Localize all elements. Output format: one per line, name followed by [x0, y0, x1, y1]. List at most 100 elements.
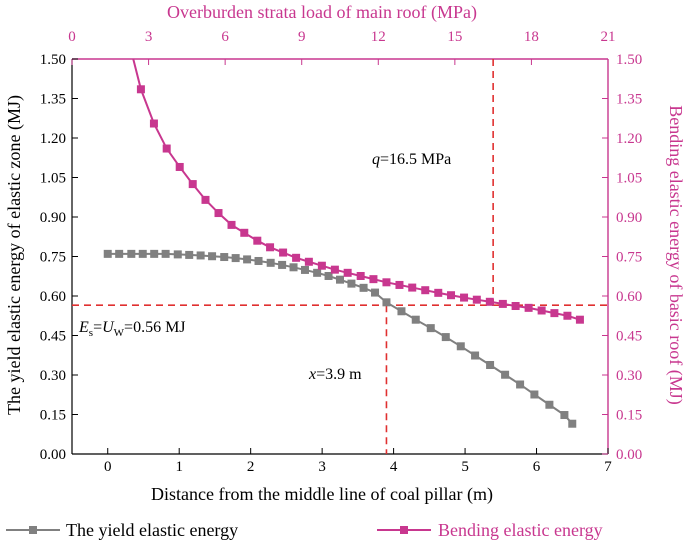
bending-point — [227, 220, 236, 229]
bending-point — [317, 261, 326, 270]
yield-point — [185, 250, 194, 259]
yield-point — [243, 255, 252, 264]
annotation-x-symbol: x — [308, 366, 316, 383]
legend-yield-marker — [29, 526, 37, 534]
yield-point — [441, 333, 450, 342]
bending-point — [550, 309, 559, 318]
y2-tick-label: 0.75 — [616, 250, 642, 266]
bending-point — [162, 144, 171, 153]
x2-tick-label: 0 — [68, 29, 76, 45]
yield-point — [486, 360, 495, 369]
bending-point — [460, 293, 469, 302]
bending-point — [537, 306, 546, 315]
bending-point — [395, 280, 404, 289]
yield-point — [161, 249, 170, 258]
bending-point — [240, 228, 249, 237]
x2-tick-label: 6 — [221, 29, 229, 45]
yield-point — [138, 249, 147, 258]
bending-point — [408, 283, 417, 292]
bending-point — [292, 253, 301, 262]
y2-tick-label: 0.00 — [616, 447, 642, 463]
bending-point — [214, 209, 223, 218]
annotation-q-value: =16.5 MPa — [380, 151, 451, 168]
legend-bending-marker — [400, 526, 408, 534]
y2-tick-label: 0.15 — [616, 408, 642, 424]
y-axis-title: The yield elastic energy of elastic zone… — [4, 95, 25, 415]
axis-ticks: 0 1 2 3 4 5 6 70 3 6 9 12 15 18 210.00 0.000.15 0.150.30… — [40, 29, 643, 475]
annotation-energy-value: =0.56 MJ — [124, 319, 185, 336]
annotation-es-symbol: E — [78, 319, 89, 336]
x2-tick-label: 9 — [298, 29, 306, 45]
yield-point — [173, 250, 182, 259]
annotation-uw-symbol: U — [102, 319, 115, 336]
yield-point — [560, 411, 569, 420]
yield-point — [127, 249, 136, 258]
bending-point — [575, 315, 584, 324]
y2-tick-label: 1.35 — [616, 92, 642, 108]
y2-tick-label: 1.05 — [616, 171, 642, 187]
yield-point — [266, 258, 275, 267]
yield-point — [568, 419, 577, 428]
bending-point — [253, 236, 262, 245]
y2-tick-label: 0.90 — [616, 210, 642, 226]
x2-tick-label: 12 — [371, 29, 386, 45]
annotation-q-label: q=16.5 MPa — [372, 151, 451, 168]
bending-point — [421, 286, 430, 295]
bending-point — [472, 295, 481, 304]
bending-point — [498, 299, 507, 308]
bending-point — [279, 248, 288, 257]
yield-point — [254, 256, 263, 265]
bending-point — [447, 291, 456, 300]
x-tick-label: 2 — [247, 459, 255, 475]
bending-point — [356, 271, 365, 280]
yield-point — [313, 268, 322, 277]
annotation-es-subscript: s — [89, 327, 93, 339]
bending-point — [136, 85, 145, 94]
yield-point — [359, 283, 368, 292]
series-layer — [103, 58, 584, 428]
yield-point — [411, 315, 420, 324]
x-tick-label: 4 — [390, 459, 398, 475]
annotation-x-label: x=3.9 m — [308, 366, 362, 383]
yield-point — [516, 380, 525, 389]
bending-point — [524, 303, 533, 312]
yield-point — [300, 265, 309, 274]
yield-point — [150, 249, 159, 258]
y2-tick-label: 0.30 — [616, 368, 642, 384]
yield-point — [115, 249, 124, 258]
x-tick-label: 7 — [604, 459, 612, 475]
x-tick-label: 5 — [461, 459, 469, 475]
x2-tick-label: 3 — [145, 29, 153, 45]
yield-point — [501, 370, 510, 379]
annotation-uw-subscript: W — [114, 327, 125, 339]
x-tick-label: 0 — [104, 459, 112, 475]
yield-point — [278, 260, 287, 269]
bending-point — [369, 275, 378, 284]
yield-point — [371, 288, 380, 297]
y-tick-label: 0.15 — [40, 408, 66, 424]
y-tick-label: 0.00 — [40, 447, 66, 463]
y2-tick-label: 1.20 — [616, 131, 642, 147]
annotation-equals: = — [93, 319, 102, 336]
legend: The yield elastic energy Bending elastic… — [6, 520, 603, 540]
yield-point — [471, 351, 480, 360]
x2-axis-title: Overburden strata load of main roof (MPa… — [167, 2, 477, 23]
x2-tick-label: 15 — [447, 29, 462, 45]
y-tick-label: 0.30 — [40, 368, 66, 384]
yield-point — [324, 271, 333, 280]
x-tick-label: 3 — [318, 459, 326, 475]
yield-point — [530, 390, 539, 399]
y-tick-label: 1.35 — [40, 92, 66, 108]
bending-series-line — [132, 58, 581, 321]
yield-point — [382, 298, 391, 307]
legend-yield-label: The yield elastic energy — [66, 520, 238, 540]
bending-point — [149, 119, 158, 128]
yield-point — [196, 251, 205, 260]
y2-tick-label: 1.50 — [616, 52, 642, 68]
yield-point — [103, 249, 112, 258]
bending-point — [485, 297, 494, 306]
bending-point — [343, 268, 352, 277]
annotation-q-symbol: q — [372, 151, 380, 168]
bending-point — [175, 162, 184, 171]
